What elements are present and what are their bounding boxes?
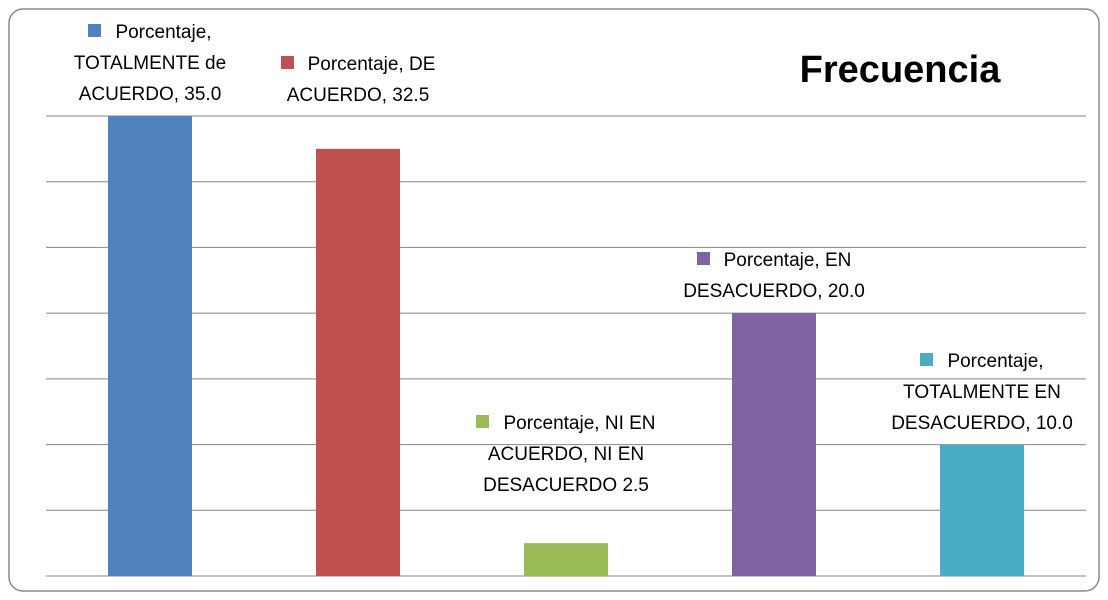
legend-key (920, 352, 934, 366)
legend-key (696, 252, 710, 266)
legend-key (280, 55, 294, 69)
data-label: Porcentaje, DE ACUERDO, 32.5 (286, 53, 436, 106)
legend-key (88, 24, 102, 37)
legend-key (476, 415, 490, 429)
data-label-box: Porcentaje, DE ACUERDO, 32.5 (258, 49, 458, 111)
data-label: Porcentaje, EN DESACUERDO, 20.0 (683, 250, 865, 303)
bar (940, 444, 1024, 576)
data-label: Porcentaje, TOTALMENTE de ACUERDO, 35.0 (73, 22, 227, 105)
data-label: Porcentaje, TOTALMENTE EN DESACUERDO, 10… (891, 350, 1073, 434)
bar (316, 148, 400, 576)
bar (732, 313, 816, 576)
data-label: Porcentaje, NI EN ACUERDO, NI EN DESACUE… (483, 413, 656, 497)
data-label-box: Porcentaje, TOTALMENTE EN DESACUERDO, 10… (882, 346, 1082, 439)
bar (524, 543, 608, 576)
data-label-box: Porcentaje, TOTALMENTE de ACUERDO, 35.0 (45, 17, 255, 110)
data-label-box: Porcentaje, EN DESACUERDO, 20.0 (669, 245, 879, 307)
chart-title: Frecuencia (800, 49, 1002, 91)
chart-border (8, 8, 1100, 592)
data-label-box: Porcentaje, NI EN ACUERDO, NI EN DESACUE… (456, 408, 676, 501)
bar (108, 116, 192, 576)
